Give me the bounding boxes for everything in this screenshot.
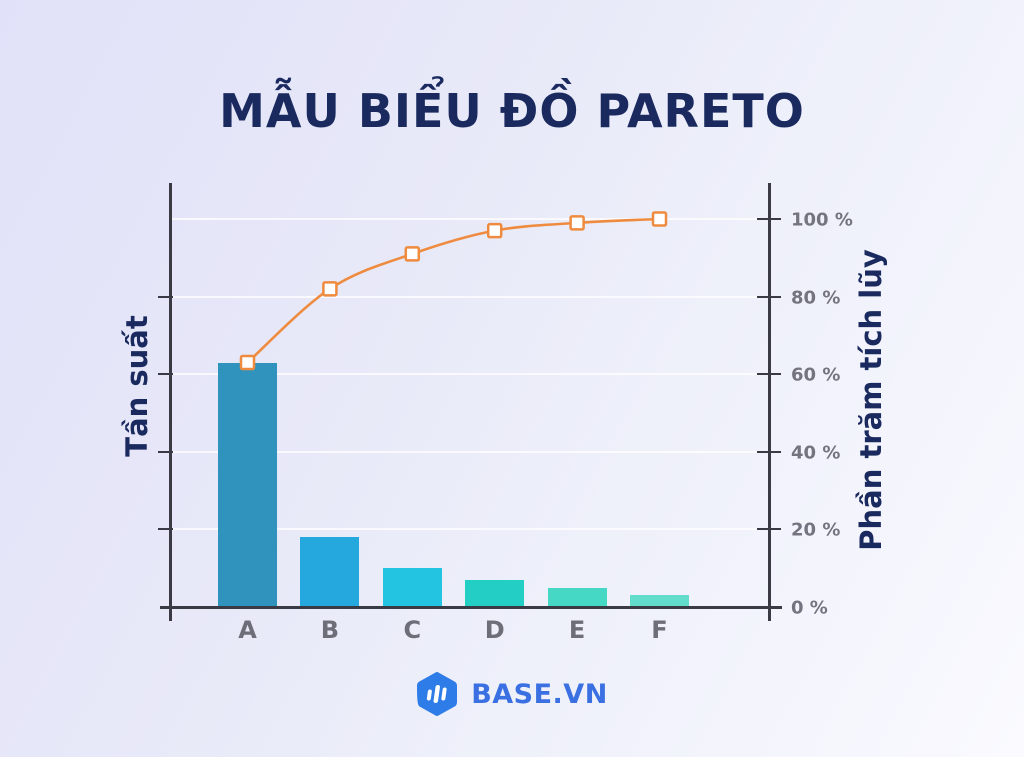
bar-F (630, 595, 689, 607)
category-label-A: A (238, 616, 257, 644)
brand-name: BASE.VN (471, 678, 608, 710)
category-label-C: C (403, 616, 422, 644)
right-axis-tick-label-0: 0 % (791, 597, 828, 619)
bar-B (300, 537, 360, 607)
gridline-20 (170, 528, 769, 531)
right-axis-tick-60 (757, 373, 781, 376)
page-title: MẪU BIỂU ĐỒ PARETO (219, 84, 805, 138)
category-label-B: B (320, 616, 340, 644)
category-label-F: F (651, 616, 668, 644)
right-axis-tick-label-100: 100 % (791, 209, 853, 231)
line-marker-B (322, 281, 338, 297)
right-axis-tick-20 (757, 528, 781, 531)
left-axis-line (169, 183, 172, 621)
bar-E (547, 587, 607, 607)
category-label-D: D (484, 616, 505, 644)
gridline-100 (170, 218, 769, 220)
right-axis-tick-label-20: 20 % (791, 519, 841, 541)
bar-A (218, 362, 277, 607)
right-axis-tick-40 (757, 450, 781, 453)
left-axis-tick-80 (158, 295, 173, 298)
gridline-80 (170, 295, 769, 298)
brand-logo: BASE.VN (0, 672, 1024, 716)
bar-D (465, 579, 525, 607)
right-axis-tick-label-60: 60 % (791, 364, 841, 386)
right-axis-tick-label-40: 40 % (791, 442, 841, 464)
gridline-60 (170, 373, 769, 376)
gridline-40 (170, 450, 769, 453)
cumulative-line (246, 217, 660, 364)
x-axis-line (160, 606, 782, 609)
line-marker-D (486, 222, 503, 239)
base-hexagon-logo-icon (416, 672, 458, 716)
right-axis-tick-label-80: 80 % (791, 287, 841, 309)
right-axis-tick-100 (757, 218, 781, 220)
right-axis-line (768, 183, 771, 621)
left-axis-tick-20 (158, 528, 173, 531)
left-axis-tick-40 (158, 450, 173, 453)
category-label-E: E (568, 616, 586, 644)
line-marker-C (404, 246, 421, 262)
right-axis-tick-0 (757, 606, 781, 608)
left-axis-tick-60 (158, 373, 173, 376)
right-y-axis-label: Phần trăm tích lũy (854, 249, 888, 551)
left-y-axis-label: Tần suất (120, 315, 154, 457)
right-axis-tick-80 (757, 295, 781, 298)
bar-C (382, 568, 442, 607)
